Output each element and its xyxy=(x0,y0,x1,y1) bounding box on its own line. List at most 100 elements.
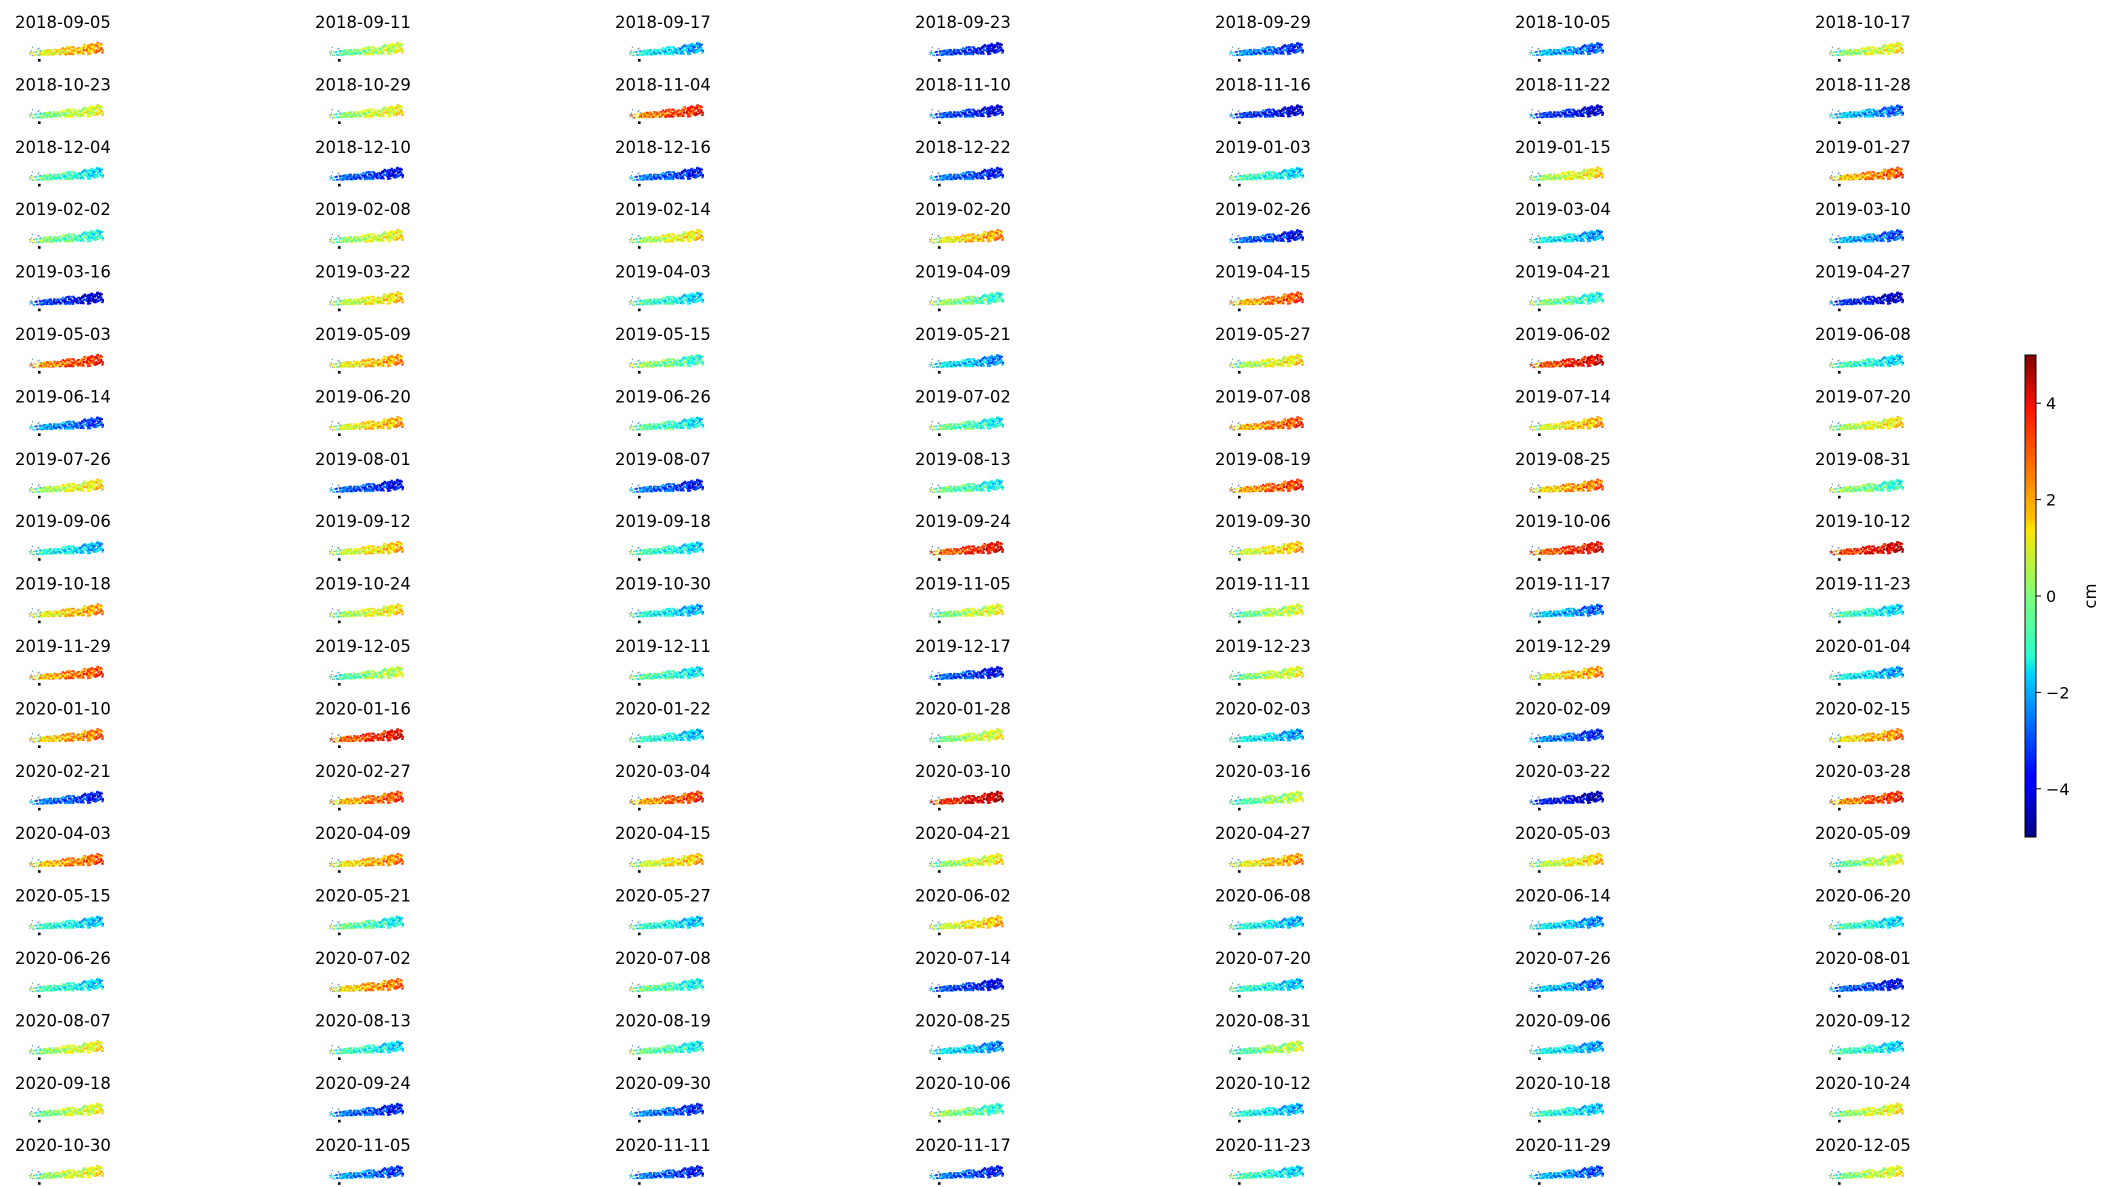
pixel xyxy=(1250,50,1252,52)
pixel xyxy=(1562,47,1564,49)
pixel xyxy=(336,54,338,56)
pixel xyxy=(367,46,369,48)
pixel xyxy=(950,53,952,55)
pixel xyxy=(71,51,73,53)
pixel xyxy=(655,53,657,55)
pixel xyxy=(1280,53,1282,55)
pixel xyxy=(1288,51,1290,53)
pixel xyxy=(50,50,52,52)
pixel xyxy=(987,53,989,55)
pixel xyxy=(671,51,673,53)
pixel xyxy=(59,52,61,54)
pixel xyxy=(364,51,366,53)
panel-title: 2018-09-29 xyxy=(1215,13,1311,32)
pixel xyxy=(372,50,374,52)
pixel xyxy=(1271,51,1273,53)
pixel xyxy=(1236,54,1238,56)
pixel xyxy=(1001,52,1003,54)
pixel xyxy=(371,47,373,49)
pixel xyxy=(42,53,44,55)
pixel xyxy=(394,46,396,48)
pixel xyxy=(933,54,935,56)
pixel xyxy=(380,53,382,55)
pixel xyxy=(630,54,631,55)
pixel xyxy=(972,50,974,52)
pixel xyxy=(80,53,82,55)
pixel xyxy=(671,47,673,49)
pixel xyxy=(632,55,633,56)
pixel xyxy=(1243,51,1245,53)
pixel xyxy=(696,45,698,47)
pixel xyxy=(997,48,999,50)
pixel xyxy=(1282,52,1284,54)
pixel xyxy=(87,53,89,55)
pixel xyxy=(36,54,38,56)
pixel xyxy=(86,49,88,51)
pixel xyxy=(72,50,74,52)
pixel xyxy=(686,49,688,51)
pixel xyxy=(331,50,332,51)
pixel xyxy=(672,50,674,52)
pixel xyxy=(1297,48,1299,50)
pixel xyxy=(46,52,48,54)
pixel xyxy=(330,54,331,55)
pixel xyxy=(636,54,638,56)
pixel xyxy=(687,45,689,47)
pixel xyxy=(90,48,92,50)
pixel xyxy=(1232,55,1233,56)
pixel xyxy=(40,53,42,55)
pixel xyxy=(34,52,35,53)
panel-title: 2018-09-11 xyxy=(315,13,411,32)
panel-title: 2018-09-17 xyxy=(615,13,711,32)
pixel xyxy=(1240,50,1241,51)
pixel xyxy=(964,51,966,53)
pixel xyxy=(971,51,973,53)
pixel xyxy=(1259,52,1261,54)
pixel xyxy=(1262,47,1264,49)
pixel xyxy=(1238,48,1239,49)
pixel xyxy=(700,48,702,50)
pixel xyxy=(947,50,949,52)
pixel xyxy=(696,51,698,53)
pixel xyxy=(683,49,685,51)
pixel xyxy=(102,50,104,52)
pixel xyxy=(394,50,396,52)
pixel xyxy=(687,46,689,48)
pixel xyxy=(64,48,66,50)
pixel xyxy=(65,54,67,56)
pixel xyxy=(665,54,667,56)
pixel xyxy=(946,52,948,54)
pixel xyxy=(347,50,349,52)
pixel xyxy=(940,50,941,51)
pixel xyxy=(980,53,982,55)
pixel xyxy=(382,52,384,54)
pixel xyxy=(631,50,632,51)
pixel xyxy=(1266,51,1268,53)
pixel xyxy=(968,49,970,51)
pixel xyxy=(1296,43,1298,45)
pixel xyxy=(994,50,996,52)
pixel xyxy=(1279,48,1281,50)
pixel xyxy=(968,53,970,55)
pixel xyxy=(33,54,35,56)
pixel xyxy=(1277,51,1279,53)
pixel xyxy=(83,49,85,51)
pixel xyxy=(330,52,332,54)
reference-point xyxy=(1238,59,1241,62)
pixel xyxy=(679,48,681,50)
pixel xyxy=(976,49,978,51)
pixel xyxy=(996,45,998,47)
panel: 2018-09-23 xyxy=(915,13,1011,62)
pixel xyxy=(1246,52,1248,54)
pixel xyxy=(1287,46,1289,48)
pixel xyxy=(971,47,973,49)
pixel xyxy=(1264,48,1266,50)
pixel xyxy=(334,52,335,53)
pixel xyxy=(955,53,957,55)
pixel xyxy=(689,50,691,52)
panel-title: 2018-09-23 xyxy=(915,13,1011,32)
pixel xyxy=(87,46,89,48)
pixel xyxy=(82,52,84,54)
pixel xyxy=(1282,45,1284,47)
pixel xyxy=(1290,48,1292,50)
